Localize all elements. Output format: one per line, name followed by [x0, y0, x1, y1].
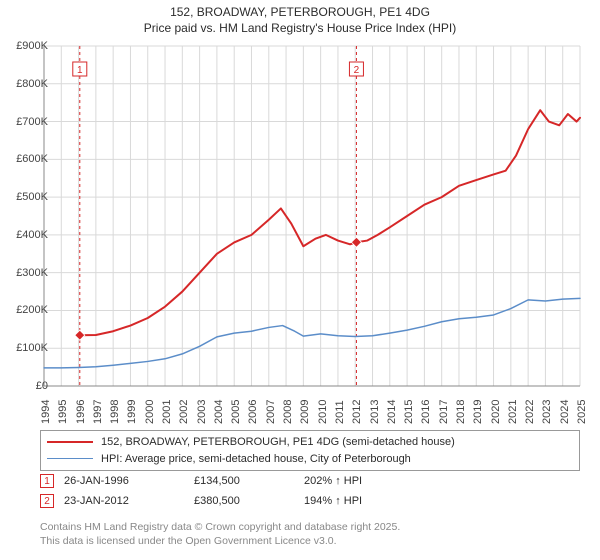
x-axis-label: 2020	[490, 400, 502, 424]
x-axis-label: 2022	[524, 400, 536, 424]
x-axis-label: 2007	[265, 400, 277, 424]
x-axis-label: 2016	[420, 400, 432, 424]
x-axis-label: 2002	[178, 400, 190, 424]
y-axis-label: £500K	[0, 191, 48, 203]
attribution: Contains HM Land Registry data © Crown c…	[40, 520, 400, 548]
y-axis-label: £900K	[0, 40, 48, 52]
x-axis-label: 1994	[40, 400, 52, 424]
transaction-row: 1 26-JAN-1996 £134,500 202% ↑ HPI	[40, 474, 362, 488]
chart-title: 152, BROADWAY, PETERBOROUGH, PE1 4DG	[0, 4, 600, 20]
y-axis-label: £700K	[0, 116, 48, 128]
y-axis-label: £100K	[0, 342, 48, 354]
x-axis-label: 2003	[196, 400, 208, 424]
x-axis-label: 2018	[455, 400, 467, 424]
x-axis-label: 1998	[109, 400, 121, 424]
transaction-price: £134,500	[194, 475, 304, 487]
x-axis-label: 2014	[386, 400, 398, 424]
legend-item: 152, BROADWAY, PETERBOROUGH, PE1 4DG (se…	[47, 434, 573, 451]
y-axis-label: £300K	[0, 267, 48, 279]
legend: 152, BROADWAY, PETERBOROUGH, PE1 4DG (se…	[40, 430, 580, 471]
x-axis-label: 2019	[472, 400, 484, 424]
x-axis-label: 1999	[126, 400, 138, 424]
svg-text:2: 2	[354, 65, 360, 76]
x-axis-label: 2006	[247, 400, 259, 424]
y-axis-label: £600K	[0, 153, 48, 165]
y-axis-label: £0	[0, 380, 48, 392]
marker-badge: 2	[40, 494, 54, 508]
legend-item: HPI: Average price, semi-detached house,…	[47, 451, 573, 468]
transactions-block: 1 26-JAN-1996 £134,500 202% ↑ HPI 2 23-J…	[40, 474, 362, 514]
legend-swatch	[47, 458, 93, 459]
transaction-price: £380,500	[194, 495, 304, 507]
y-axis-label: £200K	[0, 304, 48, 316]
x-axis-label: 2010	[317, 400, 329, 424]
legend-label: 152, BROADWAY, PETERBOROUGH, PE1 4DG (se…	[101, 434, 455, 451]
x-axis-label: 2013	[369, 400, 381, 424]
x-axis-label: 1995	[57, 400, 69, 424]
x-axis-label: 2004	[213, 400, 225, 424]
x-axis-label: 2024	[559, 400, 571, 424]
chart-subtitle: Price paid vs. HM Land Registry's House …	[0, 20, 600, 36]
x-axis-label: 2000	[144, 400, 156, 424]
legend-label: HPI: Average price, semi-detached house,…	[101, 451, 411, 468]
x-axis-label: 2008	[282, 400, 294, 424]
x-axis-label: 2012	[351, 400, 363, 424]
transaction-pct: 202% ↑ HPI	[304, 475, 362, 487]
chart-area: 12	[40, 42, 588, 390]
x-axis-label: 2023	[541, 400, 553, 424]
transaction-pct: 194% ↑ HPI	[304, 495, 362, 507]
transaction-row: 2 23-JAN-2012 £380,500 194% ↑ HPI	[40, 494, 362, 508]
x-axis-label: 2017	[438, 400, 450, 424]
marker-badge: 1	[40, 474, 54, 488]
x-axis-label: 2001	[161, 400, 173, 424]
svg-text:1: 1	[77, 65, 83, 76]
y-axis-label: £800K	[0, 78, 48, 90]
chart-title-block: 152, BROADWAY, PETERBOROUGH, PE1 4DG Pri…	[0, 0, 600, 36]
x-axis-label: 2005	[230, 400, 242, 424]
x-axis-label: 1997	[92, 400, 104, 424]
x-axis-label: 1996	[75, 400, 87, 424]
y-axis-label: £400K	[0, 229, 48, 241]
x-axis-label: 2011	[334, 400, 346, 424]
x-axis-label: 2021	[507, 400, 519, 424]
transaction-date: 23-JAN-2012	[64, 495, 194, 507]
legend-swatch	[47, 441, 93, 443]
x-axis-label: 2009	[299, 400, 311, 424]
chart-svg: 12	[40, 42, 588, 390]
x-axis-label: 2025	[576, 400, 588, 424]
attribution-line: This data is licensed under the Open Gov…	[40, 534, 400, 548]
x-axis-label: 2015	[403, 400, 415, 424]
transaction-date: 26-JAN-1996	[64, 475, 194, 487]
attribution-line: Contains HM Land Registry data © Crown c…	[40, 520, 400, 534]
